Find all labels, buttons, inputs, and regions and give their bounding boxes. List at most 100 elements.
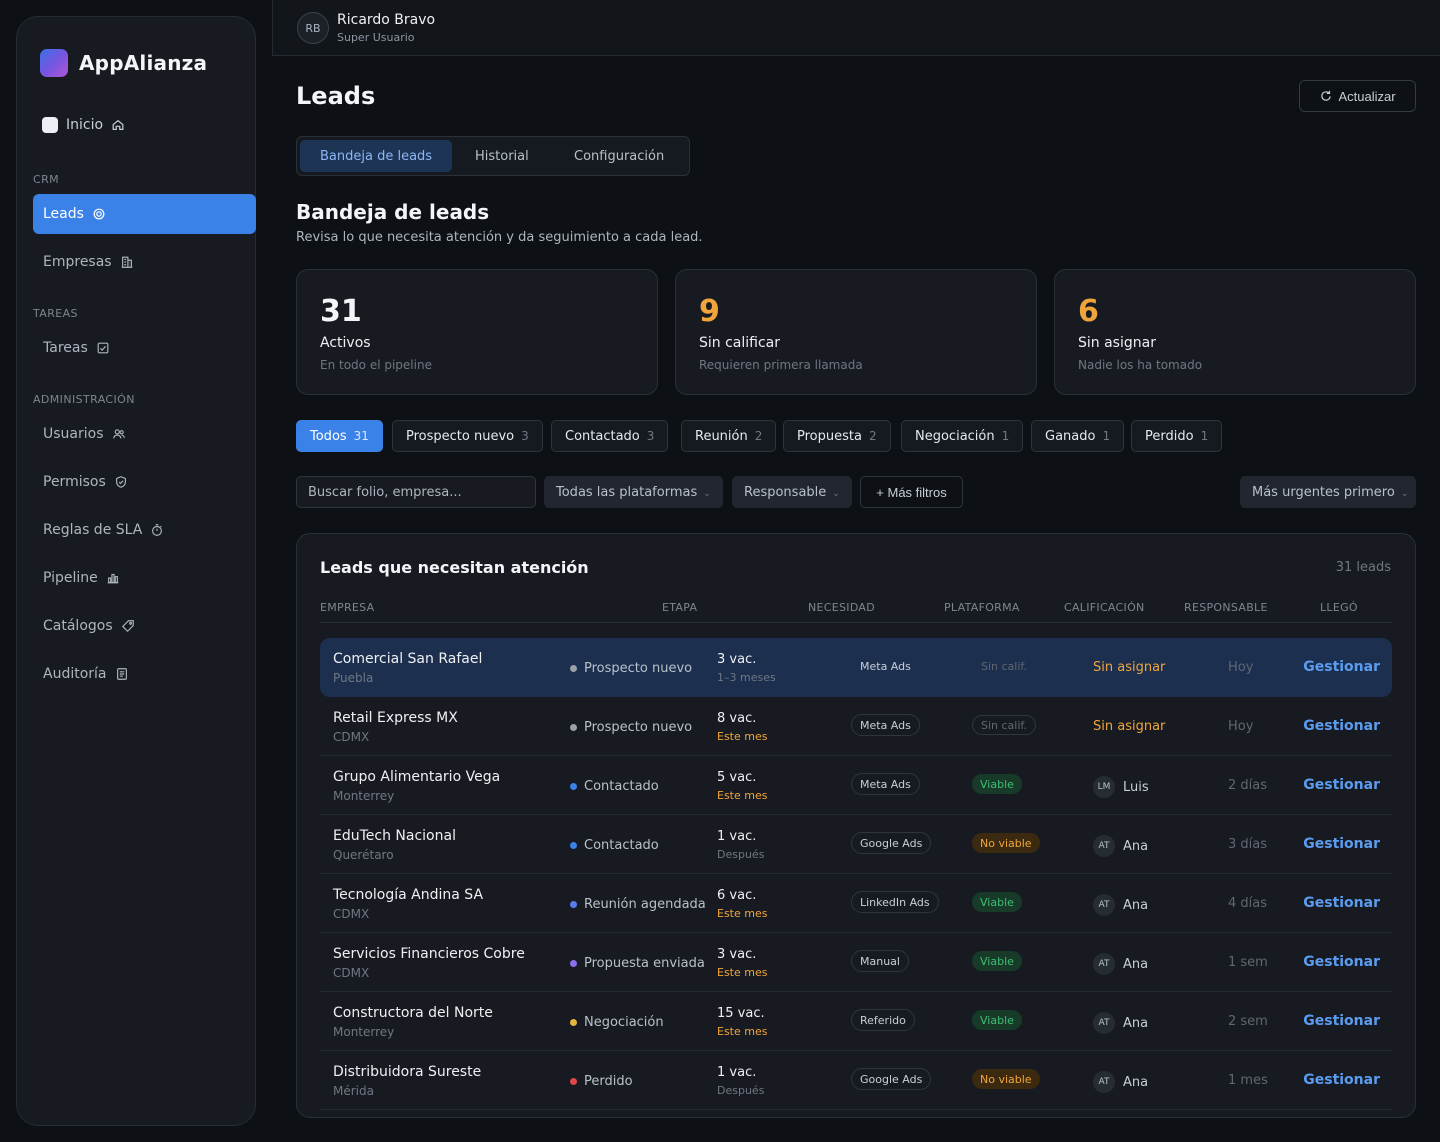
section-subtitle: Revisa lo que necesita atención y da seg…	[296, 230, 703, 245]
user-avatar[interactable]: RB	[297, 12, 329, 44]
arrived-value: 4 días	[1228, 896, 1268, 911]
sort-select[interactable]: Más urgentes primero ⌄	[1240, 476, 1416, 508]
column-header-platform[interactable]: PLATAFORMA	[944, 601, 1020, 614]
kpi-card-unassigned[interactable]: 6 Sin asignar Nadie los ha tomado	[1054, 269, 1416, 395]
table-row[interactable]: Servicios Financieros Cobre CDMX Propues…	[320, 933, 1392, 992]
stage-cell: Reunión agendada	[570, 897, 706, 912]
chip-label: Propuesta	[797, 428, 862, 444]
arrived-value: Hoy	[1228, 660, 1254, 675]
sidebar-item-sla-rules[interactable]: Reglas de SLA	[33, 510, 256, 550]
tab-inbox[interactable]: Bandeja de leads	[300, 140, 453, 172]
column-header-company[interactable]: EMPRESA	[320, 601, 375, 614]
arrived-value: 2 días	[1228, 778, 1268, 793]
table-row[interactable]: Tecnología Andina SA CDMX Reunión agenda…	[320, 874, 1392, 933]
manage-link[interactable]: Gestionar	[1303, 836, 1380, 852]
stage-label: Prospecto nuevo	[584, 720, 693, 735]
brand[interactable]: AppAlianza	[40, 49, 207, 77]
chip-count: 1	[1001, 429, 1010, 443]
manage-link[interactable]: Gestionar	[1303, 1013, 1380, 1029]
kpi-subtitle: En todo el pipeline	[320, 358, 432, 372]
user-role: Super Usuario	[337, 31, 415, 44]
sidebar-item-leads[interactable]: Leads	[33, 194, 256, 234]
tab-settings[interactable]: Configuración	[574, 148, 665, 164]
chip-stage-negotiation[interactable]: Negociación 1	[901, 420, 1024, 452]
company-city: Monterrey	[333, 789, 395, 803]
kpi-card-unrated[interactable]: 9 Sin calificar Requieren primera llamad…	[675, 269, 1037, 395]
table-row[interactable]: Distribuidora Sureste Mérida Perdido 1 v…	[320, 1051, 1392, 1110]
column-header-rating[interactable]: CALIFICACIÓN	[1064, 601, 1145, 614]
arrived-value: 1 mes	[1228, 1073, 1268, 1088]
company-city: Monterrey	[333, 1025, 395, 1039]
chip-count: 2	[754, 429, 763, 443]
column-header-owner[interactable]: RESPONSABLE	[1184, 601, 1268, 614]
owner-cell: Sin asignar	[1093, 719, 1165, 734]
sidebar-item-users[interactable]: Usuarios	[33, 414, 256, 454]
chip-stage-lost[interactable]: Perdido 1	[1131, 420, 1223, 452]
sidebar-item-companies[interactable]: Empresas	[33, 242, 256, 282]
arrived-value: Hoy	[1228, 719, 1254, 734]
home-square-icon	[42, 117, 58, 133]
table-row[interactable]: Constructora del Norte Monterrey Negocia…	[320, 992, 1392, 1051]
stage-dot-icon	[570, 842, 577, 849]
sidebar-item-tasks[interactable]: Tareas	[33, 328, 256, 368]
tab-history[interactable]: Historial	[475, 148, 529, 164]
chip-stage-contacted[interactable]: Contactado 3	[551, 420, 669, 452]
chip-stage-meeting[interactable]: Reunión 2	[681, 420, 777, 452]
stage-dot-icon	[570, 901, 577, 908]
owner-select[interactable]: Responsable ⌄	[732, 476, 852, 508]
table-row[interactable]: Retail Express MX CDMX Prospecto nuevo 8…	[320, 697, 1392, 756]
more-filters-button[interactable]: + Más filtros	[860, 476, 963, 508]
kpi-card-active[interactable]: 31 Activos En todo el pipeline	[296, 269, 658, 395]
app-logo	[40, 49, 68, 77]
chip-stage-proposal[interactable]: Propuesta 2	[783, 420, 891, 452]
sidebar-item-catalogs[interactable]: Catálogos	[33, 606, 256, 646]
chip-label: Perdido	[1145, 428, 1194, 444]
owner-avatar: LM	[1093, 776, 1115, 798]
manage-link[interactable]: Gestionar	[1303, 659, 1380, 675]
manage-link[interactable]: Gestionar	[1303, 954, 1380, 970]
manage-link[interactable]: Gestionar	[1303, 718, 1380, 734]
owner-name: Sin asignar	[1093, 660, 1166, 675]
chip-stage-won[interactable]: Ganado 1	[1031, 420, 1125, 452]
table-row[interactable]: Grupo Alimentario Vega Monterrey Contact…	[320, 756, 1392, 815]
chip-count: 31	[353, 429, 369, 443]
chip-stage-new-prospect[interactable]: Prospecto nuevo 3	[392, 420, 543, 452]
rating-badge: Sin calif.	[972, 715, 1036, 735]
kpi-subtitle: Nadie los ha tomado	[1078, 358, 1203, 372]
column-header-stage[interactable]: ETAPA	[662, 601, 698, 614]
owner-cell: AT Ana	[1093, 953, 1148, 975]
need-timing: Después	[717, 848, 765, 861]
platform-select[interactable]: Todas las plataformas ⌄	[544, 476, 723, 508]
chip-label: Contactado	[565, 428, 640, 444]
search-input[interactable]	[296, 476, 536, 508]
column-header-need[interactable]: NECESIDAD	[808, 601, 876, 614]
table-row[interactable]: EduTech Nacional Querétaro Contactado 1 …	[320, 815, 1392, 874]
manage-link[interactable]: Gestionar	[1303, 895, 1380, 911]
sidebar-item-permissions[interactable]: Permisos	[33, 462, 256, 502]
column-header-arrived[interactable]: LLEGÓ	[1320, 601, 1358, 614]
chip-count: 3	[521, 429, 529, 443]
sidebar-item-label: Leads	[43, 206, 84, 222]
company-name: Servicios Financieros Cobre	[333, 946, 525, 962]
platform-badge: Manual	[851, 950, 909, 972]
sidebar-item-label: Tareas	[43, 340, 88, 356]
rating-badge: Viable	[972, 951, 1022, 971]
sidebar-item-audit[interactable]: Auditoría	[33, 654, 256, 694]
manage-link[interactable]: Gestionar	[1303, 777, 1380, 793]
platform-badge: Google Ads	[851, 1068, 932, 1090]
table-row[interactable]: Comercial San Rafael Puebla Prospecto nu…	[320, 638, 1392, 697]
section-label-crm: CRM	[33, 173, 60, 186]
chip-count: 1	[1200, 429, 1209, 443]
company-name: Distribuidora Sureste	[333, 1064, 482, 1080]
sidebar-item-pipeline[interactable]: Pipeline	[33, 558, 256, 598]
sidebar-item-home[interactable]: Inicio	[42, 117, 125, 133]
need-timing: Este mes	[717, 907, 768, 920]
refresh-button[interactable]: Actualizar	[1299, 80, 1416, 112]
rating-badge: Sin calif.	[981, 659, 1027, 673]
chip-label: Ganado	[1045, 428, 1096, 444]
manage-link[interactable]: Gestionar	[1303, 1072, 1380, 1088]
kpi-label: Activos	[320, 335, 371, 351]
chip-stage-all[interactable]: Todos 31	[296, 420, 383, 452]
stage-label: Propuesta enviada	[584, 956, 705, 971]
need-value: 8 vac.	[717, 711, 757, 726]
